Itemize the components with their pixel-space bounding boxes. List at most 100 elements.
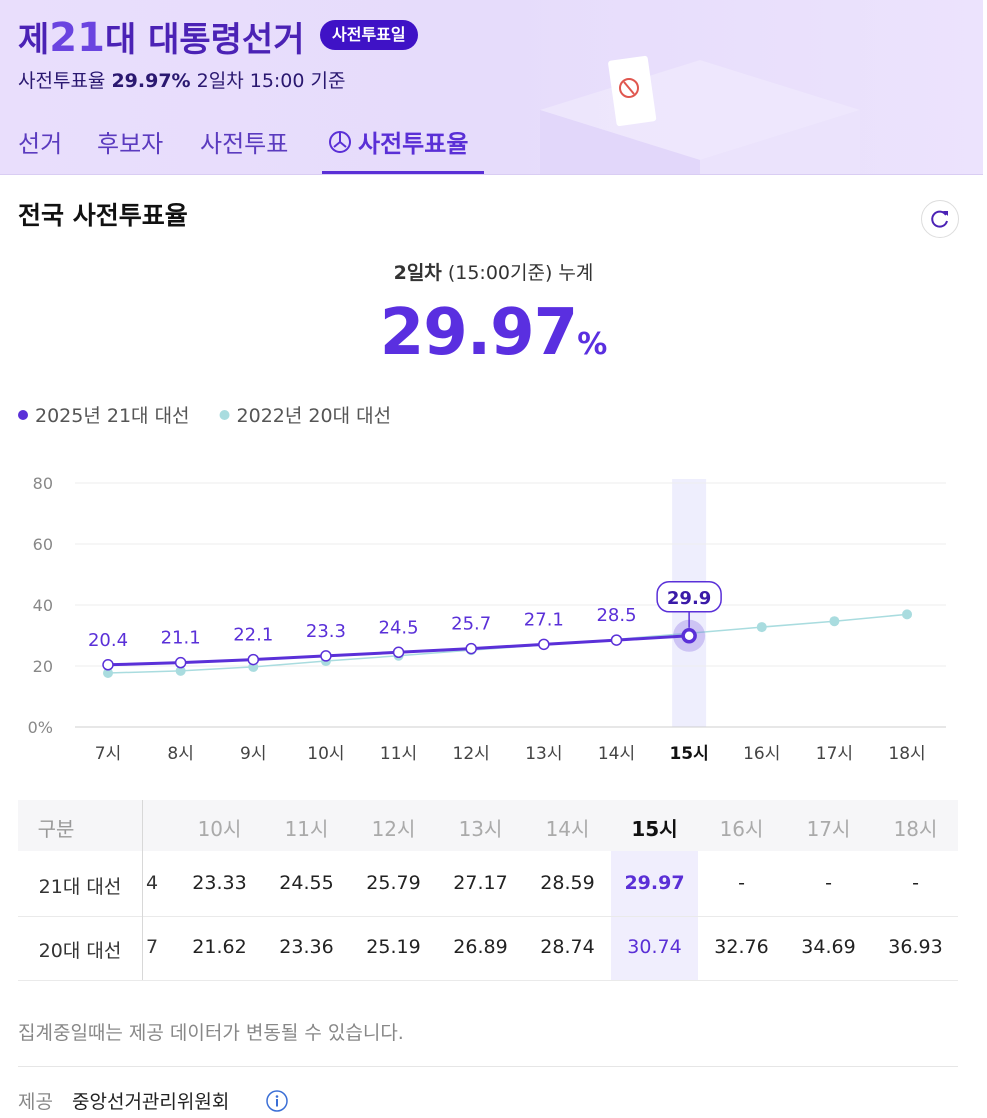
tab-underline (322, 171, 484, 174)
header: 제21대 대통령선거 사전투표일 사전투표율 29.97% 2일차 15:00 … (0, 0, 983, 175)
cell: 24.55 (279, 871, 334, 894)
data-label: 24.5 (379, 617, 419, 638)
x-tick-label: 16시 (743, 744, 780, 764)
y-tick-label: 60 (33, 535, 53, 554)
x-tick-label: 10시 (307, 744, 344, 764)
x-tick-label: 9시 (240, 744, 266, 764)
data-label: 29.9 (667, 588, 711, 609)
table-header-bg (18, 800, 958, 851)
cell: 26.89 (453, 936, 508, 958)
tab[interactable]: 사전투표 (200, 130, 289, 158)
point (174, 656, 187, 669)
tab-icon (329, 131, 351, 153)
refresh-button[interactable] (920, 199, 960, 239)
footer-source[interactable]: 중앙선거관리위원회 (72, 1091, 230, 1113)
data-label: 28.5 (596, 605, 636, 626)
cell: - (912, 871, 919, 894)
card-title: 전국 사전투표율 (18, 201, 188, 230)
chart: 2025년 21대 대선 2022년 20대 대선 0% 20 40 60 80 7시 8시 9시… (18, 405, 946, 764)
x-tick-label: 14시 (598, 744, 635, 764)
point (538, 638, 550, 651)
column-header: 16시 (719, 817, 764, 841)
data-label: 22.1 (233, 625, 273, 646)
cell: 34.69 (801, 936, 856, 958)
legend-dot (219, 410, 230, 420)
data-label: 20.4 (88, 630, 128, 651)
card-rate-block: 29.97% (0, 296, 987, 370)
footer-label: 제공 (18, 1091, 53, 1113)
callout-box (656, 581, 722, 613)
point (103, 668, 113, 679)
series-line (107, 613, 908, 674)
y-tick-label: 20 (33, 657, 53, 676)
y-tick-label: 80 (33, 474, 53, 493)
cell: - (825, 871, 832, 894)
title-prefix: 제 (18, 20, 50, 60)
info-icon[interactable] (265, 1089, 289, 1113)
card-basis: (15:00기준) (447, 262, 553, 284)
clipped-cell: 4 (146, 871, 159, 894)
column-header: 12시 (371, 817, 416, 841)
subtitle-label: 사전투표율 (18, 70, 106, 92)
title: 제21대 대통령선거 (18, 12, 304, 61)
point (320, 650, 332, 662)
header-illustration (540, 55, 860, 174)
card-rate-unit: % (577, 327, 608, 362)
cell: 28.74 (540, 936, 595, 958)
x-tick-label: 13시 (525, 744, 562, 764)
point (756, 622, 767, 633)
row-name: 20대 대선 (38, 940, 122, 962)
column-header: 15시 (631, 817, 678, 841)
point (681, 628, 697, 644)
data-label: 21.1 (161, 628, 201, 649)
card-caption: 2일차 (15:00기준) 누계 (0, 258, 987, 285)
y-tick-label: 0% (28, 718, 53, 737)
column-header: 10시 (197, 817, 242, 841)
subtitle-time: 2일차 15:00 기준 (196, 70, 346, 92)
cell: 23.33 (192, 871, 247, 894)
clipped-cell: 7 (146, 936, 159, 958)
legend-label: 2022년 20대 대선 (237, 405, 392, 427)
subtitle-rate: 29.97% (111, 70, 191, 92)
note: 집계중일때는 제공 데이터가 변동될 수 있습니다. (18, 1022, 404, 1044)
table-highlight (611, 851, 698, 980)
point (392, 646, 405, 659)
column-header: 13시 (458, 817, 503, 841)
column-header: 14시 (545, 817, 590, 841)
y-tick-label: 40 (33, 596, 53, 615)
point (102, 659, 114, 671)
row-name: 21대 대선 (38, 875, 122, 898)
cell: - (738, 871, 745, 894)
data-label: 25.7 (451, 614, 491, 635)
cell: 25.79 (366, 871, 421, 894)
card-rate: 29.97 (379, 296, 578, 370)
tab[interactable]: 사전투표율 (358, 130, 469, 158)
cell: 36.93 (888, 936, 943, 958)
card-cumulative: 누계 (558, 262, 594, 284)
title-suffix: 대 대통령선거 (104, 20, 305, 60)
card-day: 2일차 (393, 262, 442, 284)
data-label: 23.3 (306, 621, 346, 642)
cell: 25.19 (366, 936, 421, 958)
x-tick-label: 8시 (167, 744, 193, 764)
column-header: 18시 (893, 817, 938, 841)
legend-label: 2025년 21대 대선 (35, 405, 190, 427)
legend-dot (18, 410, 28, 420)
badge: 사전투표일 (320, 20, 418, 50)
tab[interactable]: 선거 (18, 130, 63, 158)
cell: 23.36 (279, 936, 334, 958)
column-header: 17시 (806, 817, 851, 841)
x-tick-label: 18시 (888, 744, 925, 764)
point (247, 653, 260, 666)
x-tick-label: 7시 (95, 744, 121, 764)
data-label: 27.1 (524, 609, 564, 630)
subtitle: 사전투표율 29.97% 2일차 15:00 기준 (18, 66, 345, 93)
x-tick-label: 17시 (816, 744, 853, 764)
tab[interactable]: 후보자 (97, 130, 164, 158)
row-header: 구분 (37, 817, 75, 841)
title-number: 21 (49, 15, 105, 61)
column-header: 11시 (284, 817, 329, 841)
cell: 30.74 (627, 936, 682, 958)
cell: 29.97 (624, 871, 685, 894)
